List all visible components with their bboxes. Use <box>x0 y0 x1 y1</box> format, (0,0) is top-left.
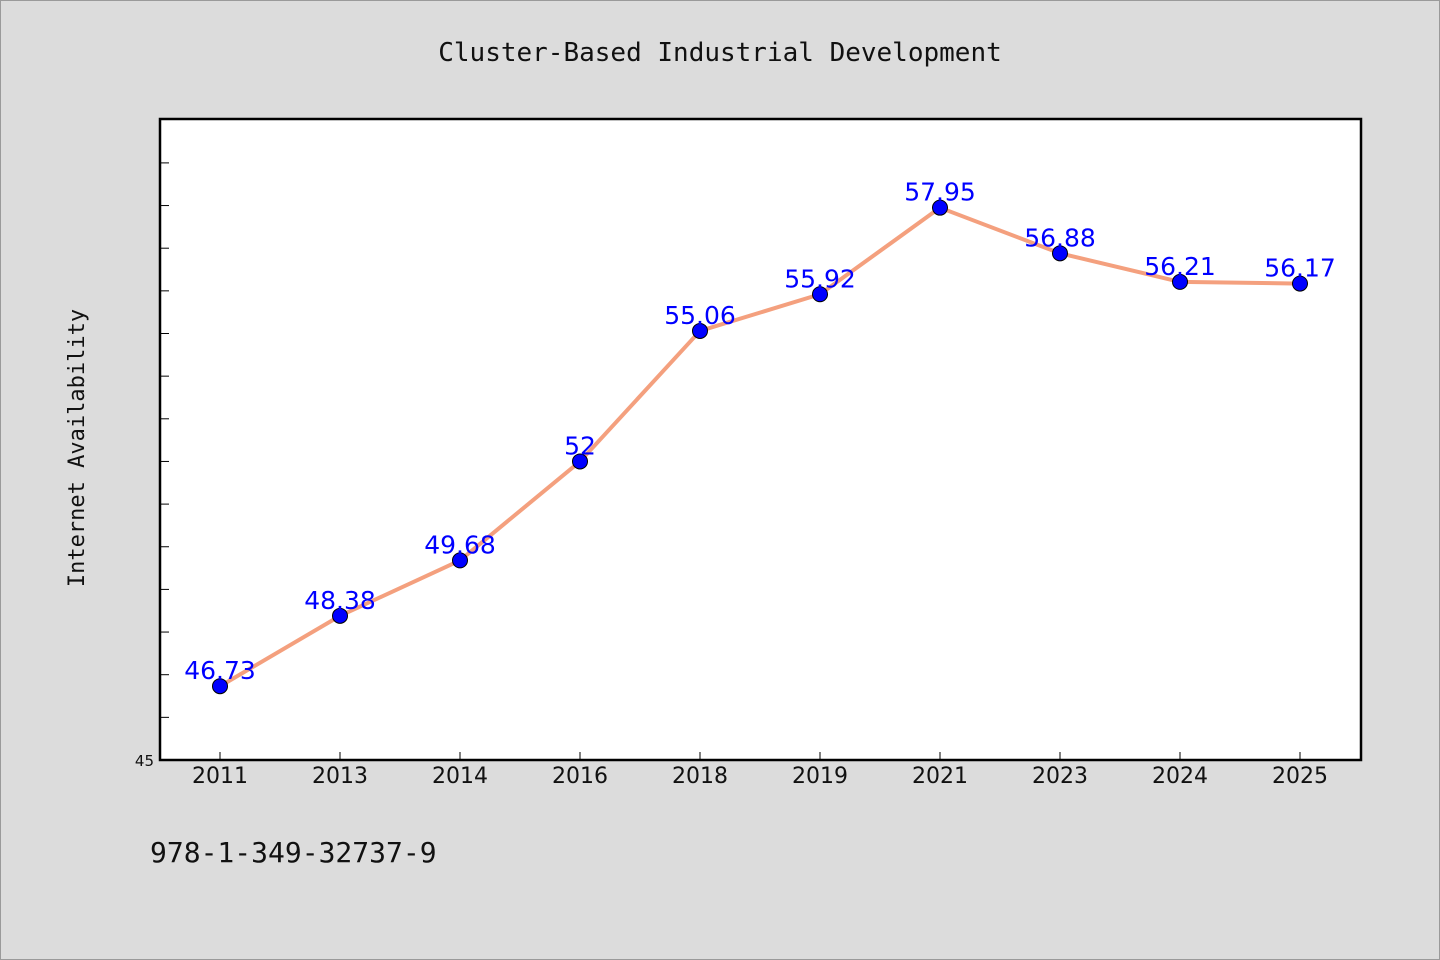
data-label: 57.95 <box>904 178 976 207</box>
x-tick-label: 2019 <box>792 764 848 789</box>
x-axis-ticks: 2011 2013 2014 2016 2018 2019 2021 2023 2024 2025 <box>192 752 1328 789</box>
data-point-marker <box>812 286 828 303</box>
data-label: 55.92 <box>784 264 856 293</box>
y-tick-label: 45 <box>135 752 154 770</box>
x-tick-label: 2011 <box>192 764 248 789</box>
data-point-marker <box>692 322 708 339</box>
data-point-marker <box>452 552 468 569</box>
y-axis-ticks: 45 <box>135 162 169 770</box>
data-point-marker <box>1052 245 1068 262</box>
data-point-marker <box>332 607 348 624</box>
isbn-text: 978-1-349-32737-9 <box>150 836 437 869</box>
data-point-marker <box>572 453 588 470</box>
data-point-marker <box>1292 275 1308 292</box>
data-label-layer: 46.73 48.38 49.68 52 55.06 55.92 57.95 56.88 56.… <box>184 178 1336 686</box>
data-point-marker <box>932 199 948 216</box>
x-tick-label: 2023 <box>1032 764 1088 789</box>
data-label: 56.17 <box>1264 254 1336 283</box>
x-tick-label: 2021 <box>912 764 968 789</box>
x-tick-label: 2018 <box>672 764 728 789</box>
x-tick-label: 2013 <box>312 764 368 789</box>
data-point-marker <box>212 678 228 695</box>
data-label: 56.88 <box>1024 223 1096 252</box>
marker-layer <box>212 199 1308 695</box>
y-axis-label: Internet Availability <box>65 309 90 587</box>
data-point-marker <box>1172 273 1188 290</box>
data-label: 55.06 <box>664 301 736 330</box>
data-label: 49.68 <box>424 530 496 559</box>
plot-area <box>160 119 1361 760</box>
x-tick-label: 2014 <box>432 764 488 789</box>
x-tick-label: 2024 <box>1152 764 1208 789</box>
x-tick-label: 2025 <box>1272 764 1328 789</box>
data-label: 46.73 <box>184 656 256 685</box>
series-line <box>218 205 1302 689</box>
chart-title: Cluster-Based Industrial Development <box>438 38 1002 68</box>
data-label: 52 <box>564 431 596 460</box>
plot-border <box>158 117 1363 762</box>
series-layer <box>218 205 1302 689</box>
data-label: 56.21 <box>1144 252 1216 281</box>
x-tick-label: 2016 <box>552 764 608 789</box>
data-label: 48.38 <box>304 586 376 615</box>
